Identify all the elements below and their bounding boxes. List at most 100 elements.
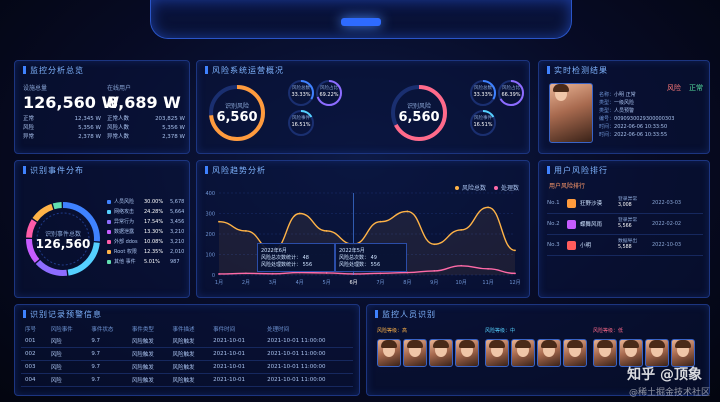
series-point <box>487 267 489 270</box>
rings-panel: 风险系统运营概况 识别风险 6,560 识别风险 6,560 风险总数 33.33… <box>196 60 530 154</box>
x-tick-label: 6月 <box>349 280 357 286</box>
profile-field: 时间：2022-06-06 10:33:55 <box>599 131 707 139</box>
donut-legend-item[interactable]: 数据泄露 13.30% 3,210 <box>107 227 187 237</box>
table-header-cell: 处理时间 <box>267 327 290 333</box>
stat-key: 风险人数 <box>107 125 130 131</box>
tooltip-right-title: 2022年5月 <box>339 248 365 254</box>
face-thumbnail[interactable] <box>671 339 695 367</box>
face-thumbnail[interactable] <box>511 339 535 367</box>
mini-ring-label: 风险总数 33.33% <box>469 86 497 98</box>
records-panel: 识别记录预警信息 序号 风险事件 事件状态 事件类型 事件描述 事件时间 处理时间 001 风险… <box>14 304 360 396</box>
series-point <box>460 229 463 231</box>
donut-slice <box>35 259 68 276</box>
stats-panel: 监控分析总览 设施总量 126,560 W 在线用户 8,689 W 正常 12,… <box>14 60 190 154</box>
rank-panel: 用户风险排行 用户风险排行 No.1 狂野沙漠 登录异常 3,008 2022-03-0… <box>538 160 710 298</box>
series-point <box>487 206 489 209</box>
legend-swatch <box>107 230 111 234</box>
table-row[interactable]: 002 风险 9.7 风险触发 风险触发 2021-10-01 2021-10-01 11:… <box>21 347 353 361</box>
donut-item-pct: 10.08% <box>144 239 164 245</box>
big-ring-right <box>391 85 447 141</box>
face-thumbnail[interactable] <box>485 339 509 367</box>
x-tick-label: 7月 <box>376 280 384 286</box>
rings-left-value: 6,560 <box>216 110 258 125</box>
rank-list: No.1 狂野沙漠 登录异常 3,008 2022-03-03 No.2 蝶舞风雨 登录异常 5… <box>547 193 703 256</box>
donut-legend-item[interactable]: 异常行为 17.54% 3,456 <box>107 217 187 227</box>
series-point <box>271 272 274 275</box>
mini-ring <box>288 80 314 106</box>
mini-ring-value: 33.33% <box>291 92 311 98</box>
mini-ring-value: 69.22% <box>319 92 339 98</box>
face-thumbnail[interactable] <box>455 339 479 367</box>
tooltip-right-v1: 49 <box>370 255 377 261</box>
series-point <box>218 220 220 223</box>
rank-tag: 登录异常 <box>618 218 638 223</box>
table-cell: 风险触发 <box>127 360 169 374</box>
table-cell: 2021-10-01 11:00:00 <box>263 335 353 348</box>
rank-row[interactable]: No.3 小明 数据导出 5,588 2022-10-03 <box>547 235 703 256</box>
table-cell: 002 <box>21 347 47 361</box>
table-row[interactable]: 004 风险 9.7 风险触发 风险触发 2021-10-01 2021-10-01 11:… <box>21 373 353 387</box>
stat-key: 异常 <box>23 134 35 140</box>
rings-svg <box>209 80 524 141</box>
face-thumbnail[interactable] <box>377 339 401 367</box>
table-cell: 风险触发 <box>127 347 169 361</box>
series-point <box>514 249 516 252</box>
profile-field-value: 2022-06-06 10:33:55 <box>614 132 668 138</box>
donut-slice <box>52 202 62 210</box>
x-tick-label: 1月 <box>215 280 223 286</box>
table-cell: 风险触发 <box>168 360 210 374</box>
profile-field-key: 类型： <box>599 108 615 114</box>
table-cell: 9.7 <box>87 347 128 361</box>
legend-handled: 处理数 <box>500 185 519 192</box>
face-thumbnail[interactable] <box>563 339 587 367</box>
mini-ring <box>288 110 314 136</box>
x-tick-label: 3月 <box>269 280 277 286</box>
donut-legend-item[interactable]: 网络攻击 24.28% 5,664 <box>107 207 187 217</box>
trend-chart[interactable]: 0 100 200 300 400 1月 2月 3月 4月 5月 6月 7月 8月 9月 10月 11月 12月 <box>197 161 529 297</box>
table-cell: 2021-10-01 11:00:00 <box>263 373 353 387</box>
mini-ring <box>470 110 496 136</box>
rank-avatar-icon <box>567 198 576 208</box>
table-row[interactable]: 003 风险 9.7 风险触发 风险触发 2021-10-01 2021-10-01 11:… <box>21 360 353 374</box>
donut-legend-item[interactable]: 外部 ddos 10.08% 3,210 <box>107 237 187 247</box>
legend-dot-total <box>455 186 460 190</box>
stat-value: 2,378 W <box>162 134 185 140</box>
profile-field: 编号：0090930029300000303 <box>599 115 707 123</box>
y-tick-label: 300 <box>205 212 215 218</box>
donut-slice <box>26 219 37 238</box>
face-thumbnail[interactable] <box>429 339 453 367</box>
mini-ring <box>316 80 342 106</box>
donut-item-value: 3,456 <box>170 219 185 225</box>
face-thumbnail[interactable] <box>593 339 617 367</box>
series-point <box>406 271 409 274</box>
face-thumbnail[interactable] <box>645 339 669 367</box>
rank-meta: 登录异常 3,008 <box>618 197 652 209</box>
donut-item-name: 人员风险 <box>114 199 135 205</box>
face-thumbnail[interactable] <box>403 339 427 367</box>
faces-panel: 监控人员识别 风险等级：高 风险等级：中 风险等级：低 <box>366 304 710 396</box>
donut-item-name: 网络攻击 <box>114 209 135 215</box>
face-thumbnail[interactable] <box>537 339 561 367</box>
trend-panel-title: 风险趋势分析 <box>205 165 266 176</box>
donut-legend-item[interactable]: Root 权限 12.35% 2,010 <box>107 247 187 257</box>
rank-avatar-icon <box>567 240 576 250</box>
donut-legend-item[interactable]: 人员风险 30.00% 5,678 <box>107 197 187 207</box>
table-row[interactable]: 001 风险 9.7 风险触发 风险触发 2021-10-01 2021-10-01 11:… <box>21 335 353 348</box>
rank-user-name: 小明 <box>580 243 592 249</box>
donut-item-value: 987 <box>170 259 180 265</box>
x-tick-label: 10月 <box>455 280 466 286</box>
tooltip-right-r1: 风险总次数： <box>339 255 370 261</box>
donut-legend-item[interactable]: 其他 事件 5.01% 987 <box>107 257 187 267</box>
x-tick-label: 12月 <box>509 280 520 286</box>
table-header-cell: 事件状态 <box>91 327 114 333</box>
legend-dot-handled <box>493 186 498 190</box>
rank-row[interactable]: No.1 狂野沙漠 登录异常 3,008 2022-03-03 <box>547 193 703 214</box>
rank-row[interactable]: No.2 蝶舞风雨 登录异常 5,566 2022-02-02 <box>547 214 703 235</box>
face-thumbnail[interactable] <box>619 339 643 367</box>
profile-field-value: 小明 正常 <box>614 92 636 98</box>
stat-value: 5,356 W <box>162 125 185 131</box>
tooltip-left-v2: 556 <box>302 262 313 268</box>
profile-photo[interactable] <box>549 83 593 143</box>
mini-ring-label: 风险占比 66.39% <box>497 86 525 98</box>
table-cell: 9.7 <box>87 373 128 387</box>
